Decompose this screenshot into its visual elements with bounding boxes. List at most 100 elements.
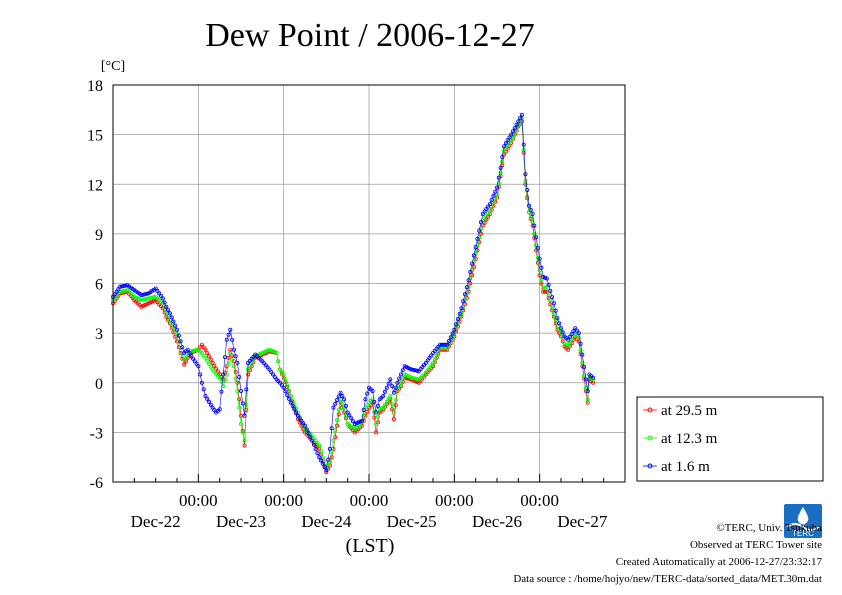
series-point bbox=[567, 334, 572, 339]
series-point bbox=[313, 446, 318, 451]
series-point bbox=[477, 228, 482, 233]
series-point bbox=[331, 438, 336, 443]
series-point bbox=[340, 401, 345, 406]
series-point bbox=[334, 417, 339, 422]
series-point bbox=[409, 375, 414, 380]
series-point bbox=[318, 449, 323, 454]
series-point bbox=[391, 417, 396, 422]
x-date-label: Dec-27 bbox=[557, 512, 608, 531]
series-point bbox=[502, 149, 507, 154]
series-point bbox=[478, 220, 483, 225]
series-point bbox=[580, 360, 585, 365]
series-point bbox=[242, 443, 247, 448]
series-point bbox=[199, 350, 204, 355]
series-point bbox=[285, 383, 290, 388]
series-point bbox=[139, 297, 144, 302]
x-date-label: Dec-22 bbox=[131, 512, 181, 531]
series-point bbox=[432, 357, 437, 362]
series-point bbox=[359, 418, 364, 423]
series-point bbox=[384, 399, 389, 404]
series-point bbox=[327, 460, 332, 465]
series-point bbox=[429, 363, 434, 368]
series-point bbox=[398, 372, 403, 377]
series-point bbox=[119, 284, 124, 289]
series-point bbox=[171, 326, 176, 331]
series-point bbox=[334, 423, 339, 428]
series-point bbox=[525, 194, 530, 199]
series-point bbox=[192, 348, 197, 353]
series-point bbox=[548, 297, 553, 302]
series-point bbox=[539, 281, 544, 286]
series-point bbox=[566, 344, 571, 349]
series-point bbox=[238, 388, 243, 393]
series-point bbox=[237, 374, 242, 379]
series-point bbox=[342, 397, 347, 402]
series-point bbox=[448, 335, 453, 340]
series-point bbox=[199, 380, 204, 385]
series-point bbox=[372, 415, 377, 420]
series-point bbox=[528, 215, 533, 220]
series-point bbox=[121, 283, 126, 288]
series-point bbox=[509, 132, 514, 137]
series-point bbox=[240, 401, 245, 406]
series-point bbox=[450, 331, 455, 336]
series-point bbox=[123, 283, 128, 288]
series-point bbox=[306, 431, 311, 436]
series-point bbox=[118, 284, 123, 289]
series-point bbox=[315, 441, 320, 446]
series-point bbox=[583, 385, 588, 390]
series-point bbox=[361, 407, 366, 412]
series-point bbox=[299, 418, 304, 423]
series-point bbox=[484, 207, 489, 212]
series-point bbox=[557, 321, 562, 326]
series-point bbox=[530, 211, 535, 216]
x-ticks: 00:00 00:00 00:00 00:00 00:00 Dec-22 Dec-23 Dec… bbox=[131, 474, 608, 531]
series-point bbox=[503, 141, 508, 146]
series-point bbox=[164, 304, 169, 309]
series-point bbox=[288, 400, 293, 405]
series-point bbox=[331, 405, 336, 410]
series-point bbox=[461, 299, 466, 304]
series-point bbox=[372, 399, 377, 404]
series-point bbox=[393, 398, 398, 403]
series-point bbox=[462, 292, 467, 297]
series-point bbox=[523, 172, 528, 177]
series-point bbox=[150, 295, 155, 300]
series-point bbox=[395, 380, 400, 385]
series-2 bbox=[111, 112, 596, 473]
terc-logo: TERC bbox=[784, 504, 822, 538]
series-point bbox=[423, 360, 428, 365]
series-point bbox=[430, 360, 435, 365]
series-point bbox=[535, 260, 540, 265]
series-point bbox=[327, 446, 332, 451]
legend-marker bbox=[647, 463, 653, 469]
x-tick-time: 00:00 bbox=[350, 491, 389, 510]
series-point bbox=[477, 240, 482, 245]
series-point bbox=[206, 399, 211, 404]
series-point bbox=[466, 278, 471, 283]
series-point bbox=[494, 185, 499, 190]
series-point bbox=[475, 236, 480, 241]
series-point bbox=[141, 292, 146, 297]
series-point bbox=[329, 449, 334, 454]
series-point bbox=[142, 297, 147, 302]
series-point bbox=[212, 407, 217, 412]
series-point bbox=[494, 192, 499, 197]
series-point bbox=[205, 396, 210, 401]
series-layer bbox=[111, 112, 596, 475]
series-point bbox=[532, 231, 537, 236]
y-tick-label: 15 bbox=[87, 128, 103, 145]
series-point bbox=[224, 337, 229, 342]
series-point bbox=[311, 442, 316, 447]
series-point bbox=[267, 367, 272, 372]
series-point bbox=[119, 289, 124, 294]
series-point bbox=[333, 428, 338, 433]
series-point bbox=[333, 435, 338, 440]
grid bbox=[113, 85, 625, 482]
series-point bbox=[171, 319, 176, 324]
series-point bbox=[315, 451, 320, 456]
series-point bbox=[555, 324, 560, 329]
series-point bbox=[550, 308, 555, 313]
series-point bbox=[205, 350, 210, 355]
series-point bbox=[491, 193, 496, 198]
